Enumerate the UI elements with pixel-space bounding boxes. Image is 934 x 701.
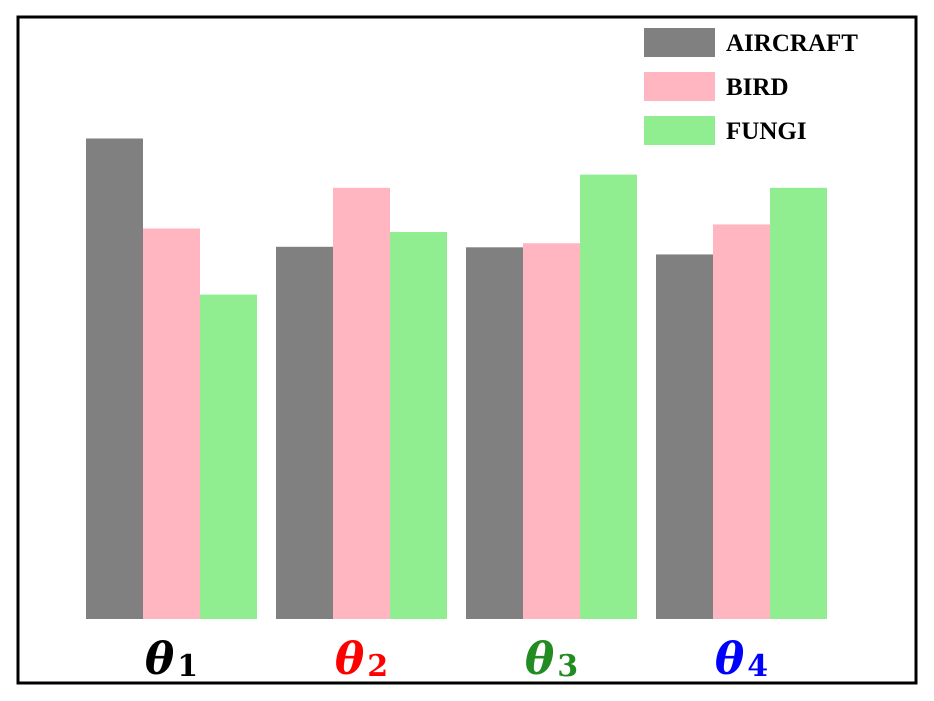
bar-aircraft-3 <box>466 247 523 619</box>
bars-group <box>86 138 827 620</box>
bar-aircraft-1 <box>86 138 143 620</box>
legend-swatch-fungi <box>644 116 715 145</box>
bar-bird-3 <box>523 243 580 619</box>
bar-bird-4 <box>713 224 770 620</box>
bar-aircraft-4 <box>656 254 713 620</box>
category-symbol: θ <box>525 634 555 685</box>
bar-fungi-1 <box>200 294 257 619</box>
bar-bird-1 <box>143 228 200 620</box>
category-symbol: θ <box>715 634 745 685</box>
legend-swatch-bird <box>644 72 715 101</box>
category-symbol: θ <box>335 634 365 685</box>
category-subscript: 4 <box>747 649 768 684</box>
bar-fungi-4 <box>770 187 827 620</box>
category-symbol: θ <box>145 634 175 685</box>
bar-bird-2 <box>333 187 390 620</box>
legend-swatch-aircraft <box>644 28 715 57</box>
legend-label-fungi: FUNGI <box>726 118 807 145</box>
category-subscript: 2 <box>367 649 388 684</box>
legend-label-bird: BIRD <box>726 74 789 101</box>
bar-fungi-2 <box>390 232 447 619</box>
bar-aircraft-2 <box>276 246 333 619</box>
legend-label-aircraft: AIRCRAFT <box>726 30 858 57</box>
bar-fungi-3 <box>580 174 637 620</box>
legend: AIRCRAFT BIRD FUNGI <box>644 28 858 145</box>
category-subscript: 3 <box>557 649 578 684</box>
category-subscript: 1 <box>177 649 198 684</box>
